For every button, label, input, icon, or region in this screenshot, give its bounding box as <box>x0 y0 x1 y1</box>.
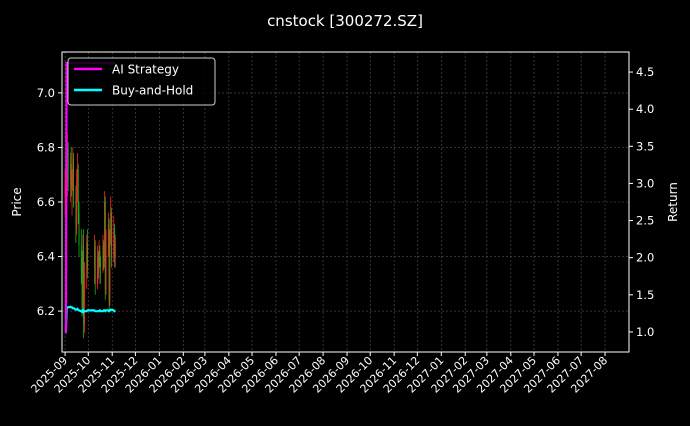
candle-body <box>94 245 95 268</box>
candle-body <box>114 242 116 257</box>
candle-body <box>97 256 98 284</box>
y-tick-label-left: 6.4 <box>37 250 55 264</box>
candle-body <box>114 229 115 257</box>
buy-and-hold-line <box>64 305 117 334</box>
candle-body <box>99 251 101 262</box>
candle-body <box>78 212 80 246</box>
candle-body <box>108 223 110 301</box>
y-tick-label-left: 6.8 <box>37 140 55 154</box>
candle-body <box>73 158 74 197</box>
candle-body <box>77 169 79 213</box>
y-tick-label-right: 3.0 <box>636 176 654 190</box>
y-tick-label-right: 2.0 <box>636 251 654 265</box>
candle-body <box>113 229 115 257</box>
candle-body <box>104 202 106 290</box>
legend-box <box>67 57 216 106</box>
candle-body <box>72 158 74 175</box>
candle-body <box>98 251 100 273</box>
candle-body <box>86 242 88 273</box>
candle-body <box>111 212 112 257</box>
legend: AI Strategy Buy-and-Hold <box>67 57 216 106</box>
candle-body <box>107 223 109 241</box>
y-tick-label-left: 6.2 <box>37 304 55 318</box>
candle-body <box>76 180 78 230</box>
y-tick-label-right: 1.0 <box>636 325 654 339</box>
candle-body <box>67 147 69 181</box>
candle-body <box>84 272 85 325</box>
candle-body <box>110 212 112 235</box>
y-tick-label-right: 4.0 <box>636 102 654 116</box>
candle-body <box>70 163 72 189</box>
candle-body <box>104 202 105 262</box>
legend-label-ai: AI Strategy <box>112 63 179 77</box>
candle-body <box>103 245 105 262</box>
candle-body <box>81 267 83 306</box>
candle-body <box>105 240 107 290</box>
y-tick-label-left: 7.0 <box>37 86 55 100</box>
candle-body <box>94 245 96 284</box>
candle-body <box>97 256 99 273</box>
axis-ticks: 2025-092025-102025-112025-122026-012026-… <box>29 65 655 396</box>
candle-body <box>70 163 71 181</box>
y-axis-label-right: Return <box>666 182 680 222</box>
y-tick-label-right: 3.5 <box>636 139 654 153</box>
candle-body <box>77 169 78 181</box>
y-tick-label-right: 2.5 <box>636 214 654 228</box>
candle-body <box>64 180 66 197</box>
y-axis-label-left: Price <box>10 187 24 216</box>
candle-body <box>100 262 102 268</box>
y-tick-label-right: 4.5 <box>636 65 654 79</box>
y-tick-label-right: 1.5 <box>636 288 654 302</box>
candle-body <box>109 234 111 301</box>
candle-body <box>75 196 77 230</box>
chart-title: cnstock [300272.SZ] <box>267 12 423 30</box>
legend-label-bh: Buy-and-Hold <box>112 84 193 98</box>
candle-body <box>102 245 104 268</box>
candle-body <box>87 242 88 268</box>
y-tick-label-left: 6.6 <box>37 195 55 209</box>
candle-body <box>82 245 84 306</box>
candle-body <box>80 245 82 268</box>
candle-body <box>71 174 73 189</box>
price-candles <box>64 133 116 339</box>
candle-body <box>83 245 85 325</box>
